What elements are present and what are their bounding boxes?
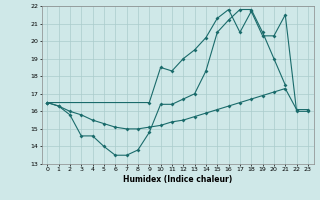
X-axis label: Humidex (Indice chaleur): Humidex (Indice chaleur) [123,175,232,184]
